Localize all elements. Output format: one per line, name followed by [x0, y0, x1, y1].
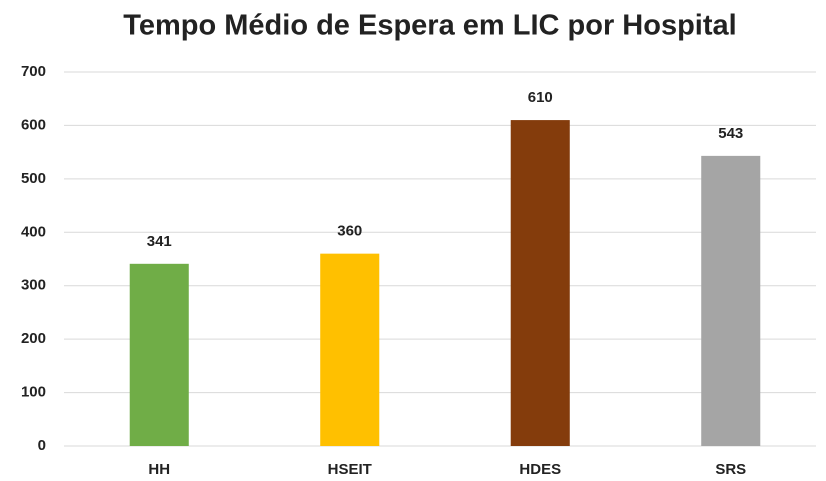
- y-tick-label: 400: [21, 223, 46, 240]
- data-label: 360: [337, 223, 362, 240]
- data-label: 543: [718, 125, 743, 142]
- x-tick-label: HDES: [519, 461, 561, 478]
- y-tick-label: 100: [21, 384, 46, 401]
- x-tick-label: HH: [148, 461, 170, 478]
- y-tick-label: 700: [21, 63, 46, 80]
- chart-title: Tempo Médio de Espera em LIC por Hospita…: [123, 10, 736, 42]
- x-tick-label: SRS: [715, 461, 746, 478]
- bar: [129, 263, 189, 446]
- y-tick-label: 0: [38, 437, 46, 454]
- y-tick-label: 500: [21, 170, 46, 187]
- y-tick-label: 300: [21, 277, 46, 294]
- bar: [320, 253, 380, 446]
- x-tick-label: HSEIT: [328, 461, 372, 478]
- bar: [510, 120, 570, 446]
- data-label: 610: [528, 89, 553, 106]
- bar: [701, 155, 761, 446]
- y-tick-label: 600: [21, 116, 46, 133]
- y-tick-label: 200: [21, 330, 46, 347]
- data-label: 341: [147, 233, 172, 250]
